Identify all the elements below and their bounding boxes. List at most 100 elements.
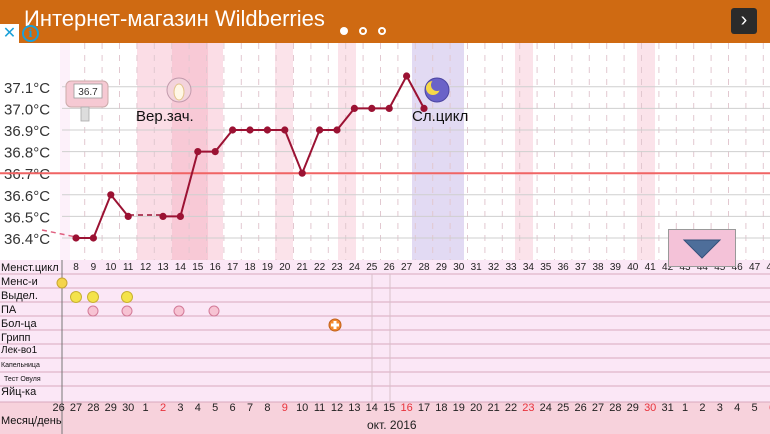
chevron-right-icon[interactable]: › (731, 8, 757, 34)
date-cell[interactable]: 19 (452, 402, 465, 414)
date-cell[interactable]: 26 (52, 402, 65, 414)
info-icon[interactable]: i (22, 25, 39, 42)
cycle-day-cell[interactable]: 16 (209, 262, 221, 273)
date-cell[interactable]: 22 (504, 402, 518, 414)
cycle-day-cell[interactable]: 46 (731, 262, 743, 273)
y-tick-label: 36.5°C (4, 209, 50, 226)
date-cell[interactable]: 5 (212, 402, 219, 414)
cycle-day-cell[interactable]: 9 (90, 262, 97, 273)
date-cell[interactable]: 28 (87, 402, 100, 414)
cycle-day-cell[interactable]: 26 (383, 262, 395, 273)
cycle-day-cell[interactable]: 17 (227, 262, 239, 273)
date-cell[interactable]: 4 (194, 402, 201, 414)
date-cell[interactable]: 13 (348, 402, 361, 414)
date-cell[interactable]: 3 (177, 402, 184, 414)
date-cell[interactable]: 7 (246, 402, 254, 414)
date-cell[interactable]: 21 (487, 402, 500, 414)
cycle-day-cell[interactable]: 44 (696, 262, 708, 273)
ad-page-dot[interactable] (378, 27, 386, 35)
date-cell[interactable]: 2 (699, 402, 706, 414)
thermometer-icon[interactable]: 36.7 (65, 80, 109, 122)
date-cell[interactable]: 2 (159, 402, 167, 414)
cycle-day-cell[interactable]: 37 (575, 262, 587, 273)
date-cell[interactable]: 30 (122, 402, 135, 414)
cycle-day-cell[interactable]: 27 (401, 262, 413, 273)
cycle-day-cell[interactable]: 20 (279, 262, 291, 273)
date-cell[interactable]: 4 (734, 402, 741, 414)
cycle-day-cell[interactable]: 8 (73, 262, 79, 273)
cycle-day-cell[interactable]: 22 (314, 262, 326, 273)
date-cell[interactable]: 27 (591, 402, 605, 414)
date-cell[interactable]: 24 (539, 402, 552, 414)
date-cell[interactable]: 10 (296, 402, 309, 414)
cycle-day-cell[interactable]: 39 (609, 262, 621, 273)
ad-banner[interactable]: Интернет-магазин Wildberries › ✕ i (0, 0, 770, 43)
cycle-day-cell[interactable]: 45 (714, 262, 726, 273)
date-cell[interactable]: 3 (716, 402, 723, 414)
cycle-day-cell[interactable]: 32 (488, 262, 500, 273)
y-tick-label: 37.0°C (4, 101, 50, 118)
date-cell[interactable]: 11 (313, 402, 326, 414)
date-cell[interactable]: 5 (751, 402, 758, 414)
date-cell[interactable]: 16 (400, 402, 413, 414)
cycle-day-cell[interactable]: 38 (592, 262, 604, 273)
cycle-day-cell[interactable]: 29 (435, 262, 447, 273)
date-cell[interactable]: 29 (626, 402, 639, 414)
cycle-day-cell[interactable]: 15 (192, 262, 204, 273)
cycle-day-cell[interactable]: 23 (331, 262, 343, 273)
date-cell[interactable]: 27 (69, 402, 83, 414)
cycle-day-cell[interactable]: 12 (140, 262, 152, 273)
date-cell[interactable]: 29 (104, 402, 117, 414)
triangle-down-icon[interactable] (682, 239, 722, 259)
date-cell[interactable]: 12 (330, 402, 344, 414)
cycle-day-cell[interactable]: 36 (557, 262, 569, 273)
cycle-day-cell[interactable]: 40 (627, 262, 639, 273)
cycle-day-cell[interactable]: 42 (662, 262, 674, 273)
cycle-day-cell[interactable]: 18 (244, 262, 256, 273)
ad-page-dot[interactable] (359, 27, 367, 35)
cycle-day-cell[interactable]: 28 (418, 262, 430, 273)
cycle-day-cell[interactable]: 11 (122, 262, 134, 273)
cycle-day-cell[interactable]: 35 (540, 262, 552, 273)
cycle-day-cell[interactable]: 10 (105, 262, 117, 273)
ad-title[interactable]: Интернет-магазин Wildberries (24, 6, 325, 31)
date-cell[interactable]: 1 (142, 402, 149, 414)
cycle-day-cell[interactable]: 19 (261, 262, 273, 273)
date-cell[interactable]: 6 (229, 402, 236, 414)
date-cell[interactable]: 30 (644, 402, 657, 414)
cycle-day-cell[interactable]: 14 (174, 262, 186, 273)
date-cell[interactable]: 15 (383, 402, 396, 414)
cycle-day-cell[interactable]: 24 (348, 262, 360, 273)
cycle-day-cell[interactable]: 48 (766, 262, 770, 273)
scroll-down-button[interactable] (668, 229, 736, 267)
row-label-drip: Капельница (1, 362, 40, 369)
date-cell[interactable]: 17 (417, 402, 431, 414)
date-cell[interactable]: 25 (557, 402, 570, 414)
cycle-day-cell[interactable]: 13 (157, 262, 169, 273)
date-cell[interactable]: 26 (574, 402, 587, 414)
cycle-day-cell[interactable]: 21 (296, 262, 308, 273)
cycle-day-cell[interactable]: 43 (679, 262, 691, 273)
cycle-day-cell[interactable]: 47 (749, 262, 761, 273)
cycle-day-cell[interactable]: 41 (644, 262, 656, 273)
date-cell[interactable]: 31 (661, 402, 674, 414)
temperature-chart[interactable]: 37.1°C 37.0°C 36.9°C 36.8°C 36.7°C 36.6°C 36.5… (0, 43, 770, 260)
ad-page-dot[interactable] (340, 27, 348, 35)
symptom-grid[interactable] (0, 260, 770, 434)
cycle-day-cell[interactable]: 31 (470, 262, 482, 273)
temperature-point (281, 126, 289, 134)
cycle-day-cell[interactable]: 34 (522, 262, 534, 273)
date-cell[interactable]: 20 (470, 402, 483, 414)
date-cell[interactable]: 28 (609, 402, 622, 414)
date-cell[interactable]: 23 (522, 402, 535, 414)
date-cell[interactable]: 9 (281, 402, 288, 414)
close-icon[interactable]: ✕ (0, 24, 19, 43)
date-cell[interactable]: 14 (365, 402, 378, 414)
cycle-day-cell[interactable]: 25 (366, 262, 378, 273)
date-cell[interactable]: 18 (435, 402, 448, 414)
cycle-day-cell[interactable]: 33 (505, 262, 517, 273)
cycle-day-cell[interactable]: 30 (453, 262, 465, 273)
date-cell[interactable]: 8 (264, 402, 271, 414)
date-cell[interactable]: 1 (681, 402, 689, 414)
date-cell[interactable]: 6 (763, 402, 770, 414)
